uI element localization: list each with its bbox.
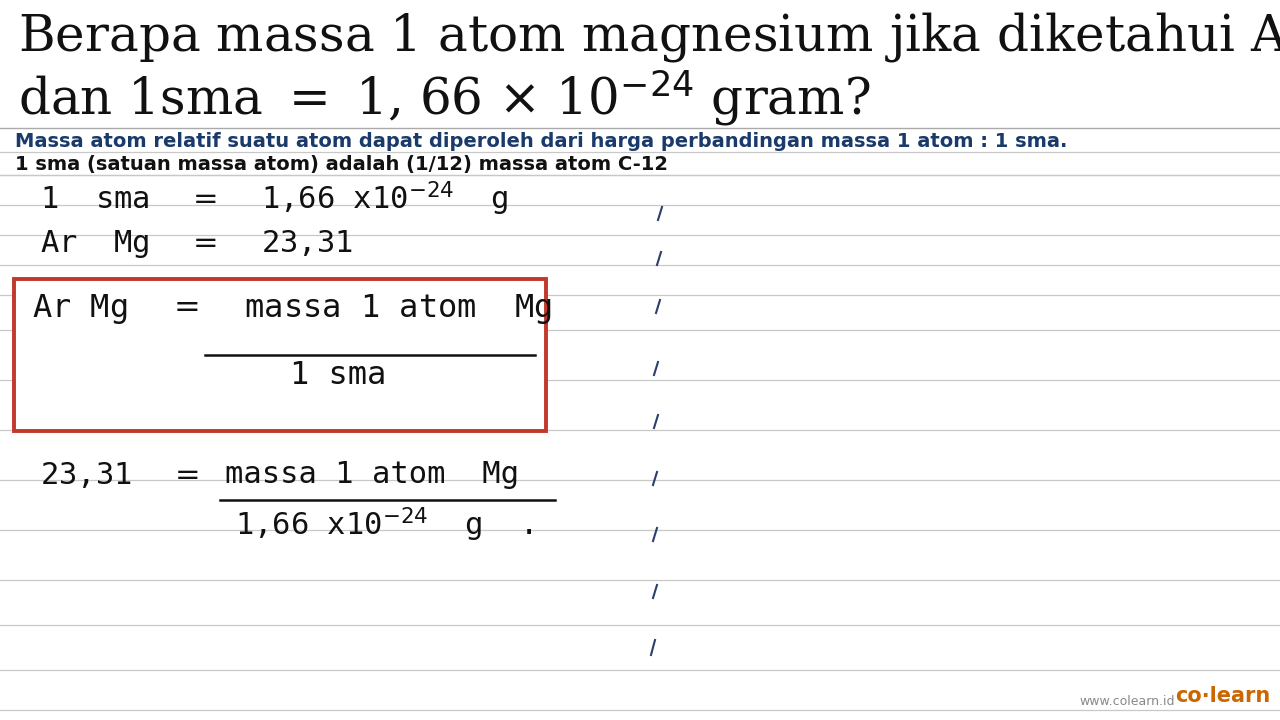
Text: www.colearn.id: www.colearn.id — [1079, 695, 1175, 708]
Text: 1 sma: 1 sma — [291, 360, 387, 391]
Text: 23,31  $=$: 23,31 $=$ — [40, 460, 198, 490]
Text: Massa atom relatif suatu atom dapat diperoleh dari harga perbandingan massa 1 at: Massa atom relatif suatu atom dapat dipe… — [15, 132, 1068, 151]
Text: 1,66 x10$^{-24}$  g  .: 1,66 x10$^{-24}$ g . — [236, 505, 532, 544]
Text: Ar  Mg  $=$  23,31: Ar Mg $=$ 23,31 — [40, 228, 353, 260]
Text: 1 sma (satuan massa atom) adalah (1/12) massa atom C-12: 1 sma (satuan massa atom) adalah (1/12) … — [15, 155, 668, 174]
Text: Ar Mg  $=$  massa 1 atom  Mg: Ar Mg $=$ massa 1 atom Mg — [32, 292, 552, 326]
Text: 1  sma  $=$  1,66 x10$^{-24}$  g: 1 sma $=$ 1,66 x10$^{-24}$ g — [40, 180, 508, 218]
FancyBboxPatch shape — [14, 279, 547, 431]
Text: Berapa massa 1 atom magnesium jika diketahui Ar  Mg $=$ 23, 31: Berapa massa 1 atom magnesium jika diket… — [18, 10, 1280, 64]
Text: co·learn: co·learn — [1175, 686, 1270, 706]
Text: massa 1 atom  Mg: massa 1 atom Mg — [225, 460, 518, 489]
Text: dan 1sma $=$ 1, 66 $\times$ 10$^{-24}$ gram?: dan 1sma $=$ 1, 66 $\times$ 10$^{-24}$ g… — [18, 68, 870, 128]
